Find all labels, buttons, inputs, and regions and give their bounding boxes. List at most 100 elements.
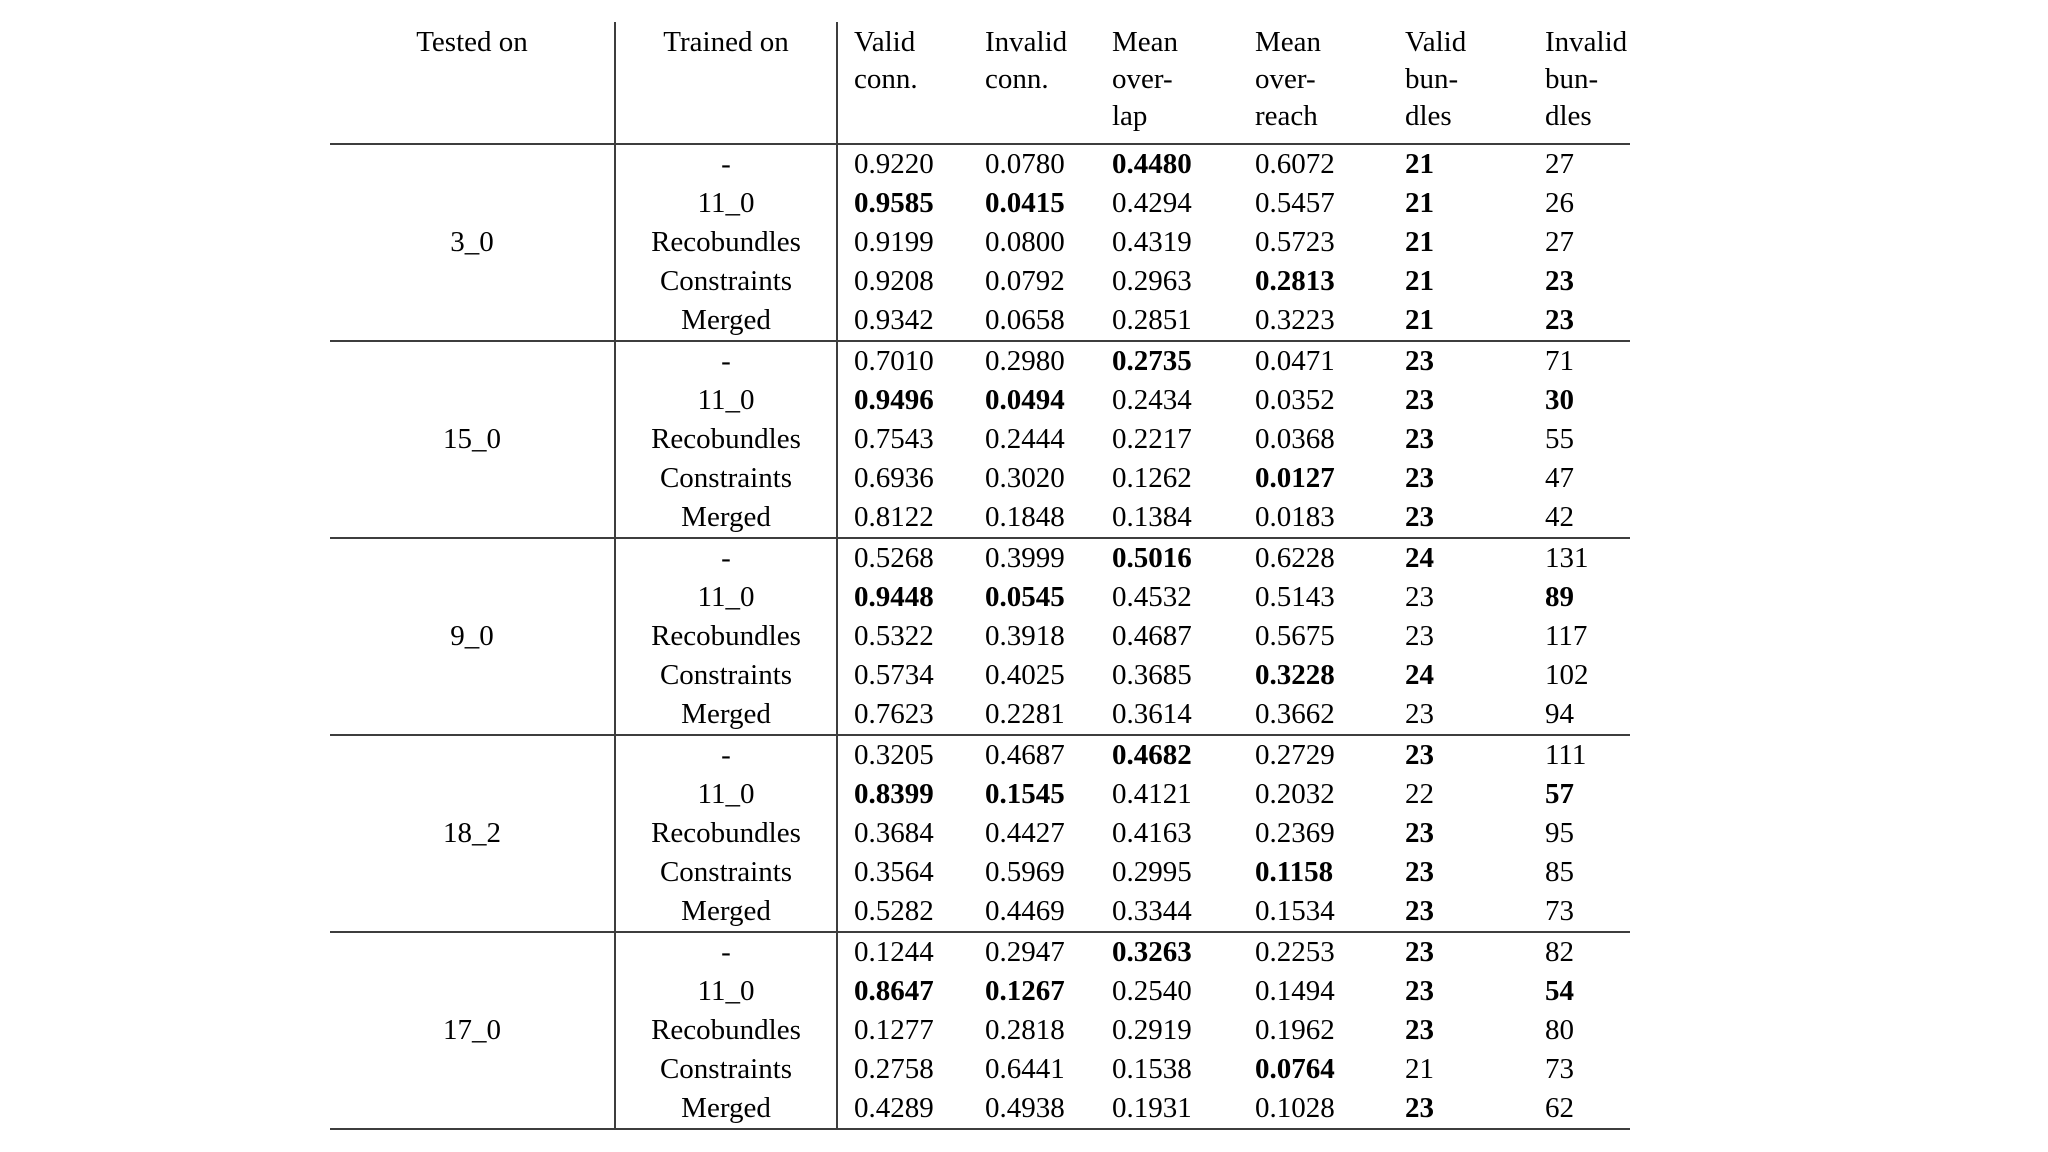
- table-row: Constraints 0.5734 0.4025 0.3685 0.3228 24 102: [330, 656, 1630, 695]
- column-header-trained-on: Trained on: [615, 22, 838, 145]
- metric-value-cell: 22: [1405, 778, 1434, 810]
- metric-value-cell: 0.4163: [1112, 817, 1192, 849]
- metric-value-cell: 0.0352: [1255, 384, 1335, 416]
- metric-value-cell: 0.1267: [985, 975, 1065, 1007]
- metric-value-cell: 0.5734: [854, 659, 934, 691]
- metric-value-cell: 131: [1545, 542, 1589, 574]
- metric-value-cell: 23: [1405, 975, 1434, 1007]
- metric-value-cell: 21: [1405, 187, 1434, 219]
- metric-value-cell: 0.2032: [1255, 778, 1335, 810]
- metric-value-cell: 27: [1545, 226, 1574, 258]
- metric-value-cell: 0.7623: [837, 695, 969, 736]
- metric-value-cell: 21: [1405, 148, 1434, 180]
- metric-value-cell: 23: [1405, 581, 1434, 613]
- trained-on-cell: Merged: [615, 695, 838, 736]
- metric-value-cell: 0.3223: [1239, 301, 1389, 342]
- metric-value-cell: 0.5143: [1255, 581, 1335, 613]
- metric-value-cell: 0.3684: [854, 817, 934, 849]
- metric-value-cell: 0.0368: [1255, 423, 1335, 455]
- metric-value-cell: 0.2851: [1096, 301, 1239, 342]
- metric-value-cell: 0.2818: [985, 1014, 1065, 1046]
- tested-on-cell: 15_0: [330, 341, 616, 539]
- trained-on-cell: Merged: [615, 892, 838, 933]
- metric-value-cell: 21: [1405, 226, 1434, 258]
- metric-value-cell: 73: [1529, 892, 1630, 933]
- table-row: 11_0 0.8647 0.1267 0.2540 0.1494 23 54: [330, 972, 1630, 1011]
- tested-on-cell: 17_0: [330, 932, 616, 1130]
- metric-value-cell: 0.1244: [854, 936, 934, 968]
- column-header-valid-conn: Valid conn.: [837, 22, 969, 145]
- table-row: 15_0-0.7010 0.2980 0.2735 0.0471 23 71: [330, 341, 1630, 539]
- metric-value-cell: 0.4687: [985, 739, 1065, 771]
- metric-value-cell: 0.4938: [969, 1089, 1096, 1130]
- metric-value-cell: 0.0792: [985, 265, 1065, 297]
- trained-on-cell: Recobundles: [615, 420, 838, 459]
- metric-value-cell: 0.3228: [1255, 659, 1335, 691]
- table-row: 11_0 0.8399 0.1545 0.4121 0.2032 22 57: [330, 775, 1630, 814]
- metric-value-cell: 0.3685: [1112, 659, 1192, 691]
- metric-value-cell: 21: [1405, 265, 1434, 297]
- metric-value-cell: 0.1931: [1096, 1089, 1239, 1130]
- metric-value-cell: 23: [1405, 345, 1434, 377]
- metric-value-cell: 0.5969: [985, 856, 1065, 888]
- metric-value-cell: 0.1262: [1112, 462, 1192, 494]
- trained-on-cell: -: [615, 735, 838, 775]
- header-row: Tested on Trained on Valid conn. Invalid…: [330, 22, 1630, 145]
- metric-value-cell: 0.4427: [985, 817, 1065, 849]
- metric-value-cell: 47: [1545, 462, 1574, 494]
- metric-value-cell: 26: [1545, 187, 1574, 219]
- table-row: Recobundles 0.1277 0.2818 0.2919 0.1962 23 80: [330, 1011, 1630, 1050]
- metric-value-cell: 0.8399: [854, 778, 934, 810]
- table-row: Recobundles 0.7543 0.2444 0.2217 0.0368 23 55: [330, 420, 1630, 459]
- trained-on-cell: Recobundles: [615, 223, 838, 262]
- trained-on-cell: Constraints: [615, 262, 838, 301]
- metric-value-cell: 23: [1405, 1014, 1434, 1046]
- test-group: 18_2-0.3205 0.4687 0.4682 0.2729 23 111 11_0 0.…: [330, 735, 1630, 933]
- metric-value-cell: 0.0471: [1255, 345, 1335, 377]
- metric-value-cell: 0.5268: [854, 542, 934, 574]
- metric-value-cell: 0.0545: [985, 581, 1065, 613]
- metric-value-cell: 0.1545: [985, 778, 1065, 810]
- test-group: 17_0-0.1244 0.2947 0.3263 0.2253 23 82 11_0 0.8…: [330, 932, 1630, 1130]
- metric-value-cell: 30: [1545, 384, 1574, 416]
- metric-value-cell: 23: [1405, 817, 1434, 849]
- table-row: Recobundles 0.5322 0.3918 0.4687 0.5675 23 117: [330, 617, 1630, 656]
- metric-value-cell: 0.0658: [969, 301, 1096, 342]
- metric-value-cell: 102: [1545, 659, 1589, 691]
- table-row: 18_2-0.3205 0.4687 0.4682 0.2729 23 111: [330, 735, 1630, 933]
- metric-value-cell: 0.6441: [985, 1053, 1065, 1085]
- metric-value-cell: 0.0127: [1255, 462, 1335, 494]
- metric-value-cell: 0.9496: [854, 384, 934, 416]
- metric-value-cell: 0.8122: [837, 498, 969, 539]
- metric-value-cell: 0.1848: [969, 498, 1096, 539]
- metric-value-cell: 23: [1545, 265, 1574, 297]
- metric-value-cell: 0.9585: [854, 187, 934, 219]
- metric-value-cell: 0.4289: [837, 1089, 969, 1130]
- metric-value-cell: 0.4469: [969, 892, 1096, 933]
- metric-value-cell: 0.3614: [1096, 695, 1239, 736]
- metric-value-cell: 0.4319: [1112, 226, 1192, 258]
- metric-value-cell: 23: [1529, 301, 1630, 342]
- metric-value-cell: 0.3999: [985, 542, 1065, 574]
- metric-value-cell: 0.3205: [854, 739, 934, 771]
- table-row: 3_0-0.9220 0.0780 0.4480 0.6072 21 27: [330, 144, 1630, 342]
- metric-value-cell: 0.9199: [854, 226, 934, 258]
- trained-on-cell: Constraints: [615, 656, 838, 695]
- trained-on-cell: -: [615, 538, 838, 578]
- metric-value-cell: 24: [1405, 659, 1434, 691]
- metric-value-cell: 0.2980: [985, 345, 1065, 377]
- metric-value-cell: 23: [1405, 462, 1434, 494]
- trained-on-cell: Recobundles: [615, 1011, 838, 1050]
- metric-value-cell: 80: [1545, 1014, 1574, 1046]
- trained-on-cell: Recobundles: [615, 617, 838, 656]
- metric-value-cell: 0.9208: [854, 265, 934, 297]
- table-row: 11_0 0.9448 0.0545 0.4532 0.5143 23 89: [330, 578, 1630, 617]
- column-header-mean-overreach: Mean over- reach: [1239, 22, 1389, 145]
- table-row: Constraints 0.6936 0.3020 0.1262 0.0127 23 47: [330, 459, 1630, 498]
- metric-value-cell: 0.3263: [1112, 936, 1192, 968]
- trained-on-cell: Merged: [615, 301, 838, 342]
- trained-on-cell: Constraints: [615, 853, 838, 892]
- metric-value-cell: 23: [1389, 498, 1529, 539]
- metric-value-cell: 0.3564: [854, 856, 934, 888]
